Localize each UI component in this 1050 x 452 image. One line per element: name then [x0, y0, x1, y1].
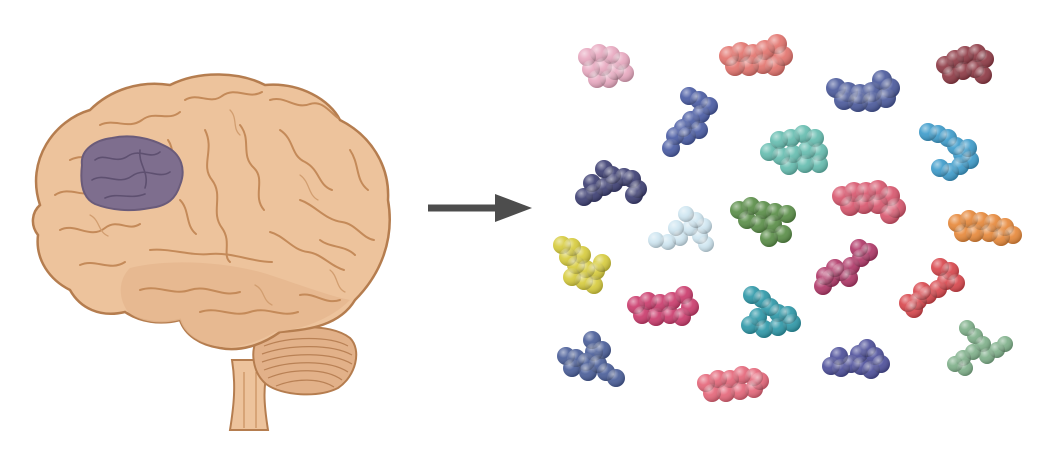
- molecule-salmon: [719, 34, 793, 76]
- molecule-yellow: [553, 236, 611, 294]
- molecule-coral: [697, 366, 769, 402]
- brain-illustration: [31, 73, 391, 431]
- molecule-teal-light: [760, 125, 828, 175]
- molecule-navy-top: [826, 70, 900, 112]
- molecule-green: [730, 197, 796, 247]
- highlighted-brain-region: [80, 135, 184, 212]
- molecule-sage: [947, 320, 1013, 376]
- molecule-rose: [832, 180, 906, 224]
- molecule-indigo: [575, 160, 647, 206]
- molecule-magenta: [814, 239, 878, 295]
- molecule-maroon: [936, 44, 994, 84]
- molecule-steel: [557, 331, 625, 387]
- arrow-right-icon: [428, 194, 532, 222]
- molecule-orange: [948, 210, 1022, 246]
- molecule-sky: [919, 123, 979, 181]
- molecule-blue: [662, 87, 718, 157]
- brain-folds: [54, 91, 375, 315]
- molecule-red: [899, 258, 965, 318]
- molecule-crimson: [627, 286, 699, 326]
- molecule-pink: [578, 44, 634, 88]
- molecule-teal: [741, 286, 801, 338]
- protein-molecules: [553, 34, 1022, 402]
- molecule-ice: [648, 206, 714, 252]
- molecule-violet: [822, 339, 890, 379]
